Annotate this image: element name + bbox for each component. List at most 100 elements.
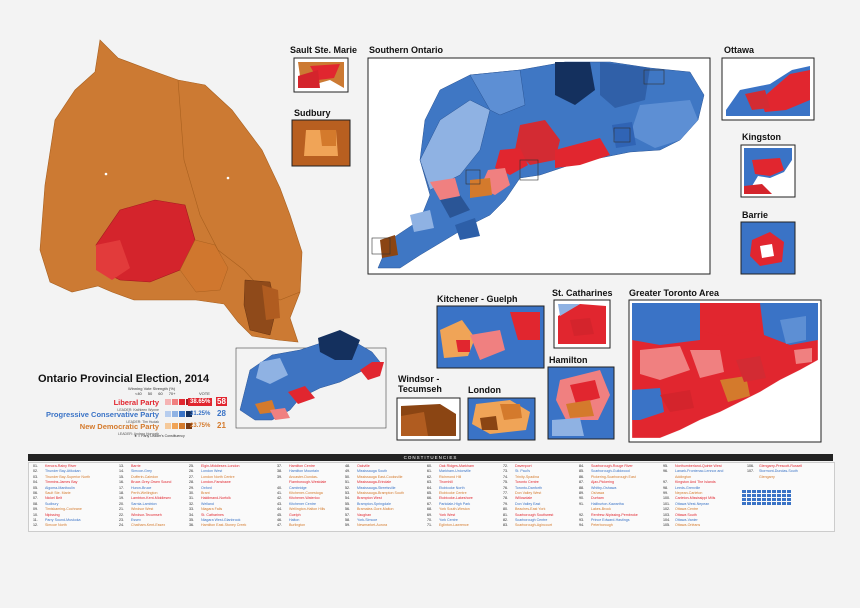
- constituency-name: London West: [201, 469, 223, 474]
- constituency-item: 28. London-Fanshawe: [189, 480, 246, 485]
- constituency-name: Leeds-Grenville: [675, 485, 701, 490]
- constituency-name: Lanark-Frontenac-Lennox and: [675, 469, 724, 474]
- constituency-number: 89.: [579, 491, 584, 496]
- constituency-number: 57.: [345, 512, 350, 517]
- constituency-name: Burlington: [289, 523, 306, 528]
- constituency-item: 84. Scarborough-Rouge River: [579, 464, 638, 469]
- constituency-number: 51.: [345, 480, 350, 485]
- constituency-name: Oakville: [357, 464, 370, 468]
- constituency-name: Hamilton Mountain: [289, 469, 319, 474]
- constituency-number: 08.: [33, 501, 38, 506]
- label-windsor: Windsor - Tecumseh: [398, 374, 442, 394]
- constituency-item: 46. Halton: [277, 518, 326, 523]
- constituency-item: 44. Wellington-Halton Hills: [277, 507, 326, 512]
- seat-mark: [747, 498, 751, 501]
- constituency-name: Niagara Falls: [201, 507, 223, 512]
- constituency-name: Mississauga East-Cooksville: [357, 474, 403, 479]
- constituency-number: 38.: [277, 469, 282, 474]
- constituency-name: York Centre: [439, 518, 458, 523]
- label-barrie: Barrie: [742, 210, 769, 220]
- constituency-item: 60. Oak Ridges-Markham: [427, 464, 474, 469]
- constituency-number: 105.: [663, 523, 670, 528]
- seat-count: 21: [217, 421, 226, 430]
- constituency-name: Ottawa-Vanier: [675, 518, 698, 523]
- constituency-number: 46.: [277, 518, 282, 523]
- constituency-item: 09. Timiskaming-Cochrane: [33, 507, 90, 512]
- constituency-item: 23. Essex: [119, 518, 171, 523]
- constituency-list: 01. Kenora-Rainy River 02. Thunder Bay-Atik…: [28, 462, 835, 532]
- constituency-number: 25.: [189, 464, 194, 468]
- constituency-number: 53.: [345, 491, 350, 496]
- constituency-name: Ancaster-Dundas-: [289, 474, 318, 479]
- label-ottawa: Ottawa: [724, 45, 755, 55]
- constituency-name: Thunder Bay-Atikokan: [45, 469, 81, 474]
- constituency-name: Toronto Centre: [515, 480, 539, 485]
- constituency-column: 106. Glengarry-Prescott-Russell 107. Stormo…: [747, 464, 802, 480]
- sudbury-inset: [291, 119, 351, 167]
- seat-mark: [767, 498, 771, 501]
- constituency-item: 86. Pickering-Scarborough East: [579, 475, 638, 480]
- vote-share: 23.75%: [190, 423, 211, 429]
- constituency-name: Mississauga-Erindale: [357, 480, 392, 485]
- constituency-number: 36.: [189, 523, 194, 528]
- party-leader: LEADER: Kathleen Wynne: [117, 408, 159, 412]
- constituency-item: Addington: [663, 475, 723, 480]
- constituency-number: 48.: [345, 464, 350, 468]
- constituency-item: 63. Thornhill: [427, 480, 474, 485]
- constituency-item: 42. Kitchener-Waterloo: [277, 496, 326, 501]
- constituency-name: Welland: [201, 501, 214, 506]
- constituency-number: 10.: [33, 512, 38, 517]
- constituency-item: 15. Dufferin-Caledon: [119, 475, 171, 480]
- constituency-name: Essex: [131, 518, 141, 523]
- seat-mark: [767, 490, 771, 493]
- constituency-number: 54.: [345, 496, 350, 501]
- constituency-name: Scarborough Centre: [515, 518, 548, 523]
- constituency-number: 71.: [427, 523, 432, 528]
- constituency-number: 61.: [427, 469, 432, 474]
- constituency-item: 89. Oshawa: [579, 491, 638, 496]
- constituency-item: 103. Ottawa South: [663, 513, 723, 518]
- constituency-item: 58. York-Simcoe: [345, 518, 404, 523]
- constituency-name: Vaughan: [357, 512, 372, 517]
- constituency-name: Perth-Wellington: [131, 491, 158, 496]
- constituency-item: 75. Toronto Centre: [503, 480, 553, 485]
- constituency-number: 79.: [503, 501, 508, 506]
- constituency-number: 32.: [189, 501, 194, 506]
- constituency-item: 82. Scarborough Centre: [503, 518, 553, 523]
- constituency-name: Don Valley East: [515, 501, 541, 506]
- constituency-item: 02. Thunder Bay-Atikokan: [33, 469, 90, 474]
- seat-mark: [762, 498, 766, 501]
- vote-share: 38.65%: [188, 398, 213, 406]
- constituency-item: 21. Windsor West: [119, 507, 171, 512]
- constituency-number: 87.: [579, 480, 584, 485]
- constituency-item: Glengarry: [747, 475, 802, 480]
- constituency-name: Scarborough-Guildwood: [591, 469, 630, 474]
- constituency-name: Barrie: [131, 464, 141, 468]
- leader-note: ★ = Party Leader's Constituency: [134, 434, 185, 438]
- seat-grid: [742, 490, 791, 505]
- constituency-number: 83.: [503, 523, 508, 528]
- constituency-item: 93. Prince Edward-Hastings: [579, 518, 638, 523]
- seat-mark: [772, 498, 776, 501]
- constituency-name: Mississauga-Brampton South: [357, 491, 404, 496]
- constituency-number: 95.: [663, 464, 668, 468]
- label-kitchener: Kitchener - Guelph: [437, 294, 518, 304]
- constituency-number: 20.: [119, 501, 124, 506]
- constituency-item: 49. Mississauga South: [345, 469, 404, 474]
- constituency-item: 64. Etobicoke North: [427, 486, 474, 491]
- constituency-item: 71. Eglinton-Lawrence: [427, 523, 474, 528]
- constituency-item: 32. Welland: [189, 502, 246, 507]
- constituency-number: 66.: [427, 496, 432, 501]
- constituency-name: Beaches-East York: [515, 507, 546, 512]
- constituency-number: 06.: [33, 491, 38, 496]
- constituency-name: Brampton-Springdale: [357, 501, 391, 506]
- seat-mark: [777, 494, 781, 497]
- constituency-name: Hamilton East-Stoney Creek: [201, 523, 247, 528]
- seat-mark: [752, 490, 756, 493]
- constituency-item: 10. Nipissing: [33, 513, 90, 518]
- seat-count: 28: [217, 409, 226, 418]
- constituency-item: 79. Don Valley East: [503, 502, 553, 507]
- constituency-name: Carleton-Mississippi Mills: [675, 496, 716, 501]
- constituency-number: 62.: [427, 474, 432, 479]
- constituency-number: 40.: [277, 485, 282, 490]
